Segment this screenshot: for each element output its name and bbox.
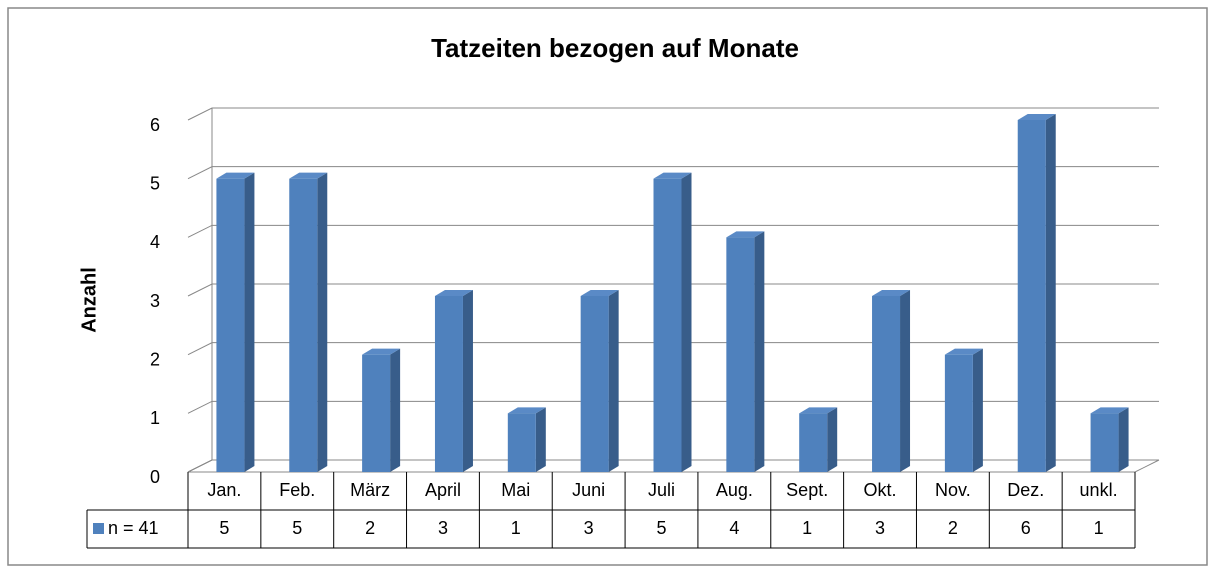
bar-face <box>434 296 463 472</box>
bar-face <box>462 290 473 472</box>
bar-face <box>972 348 983 472</box>
legend-key <box>93 523 104 534</box>
table-value: 5 <box>292 518 302 538</box>
bar-face <box>580 290 619 296</box>
grid-line <box>187 342 1159 356</box>
table-value: 3 <box>438 518 448 538</box>
y-axis-label: Anzahl <box>78 267 100 333</box>
bar-face <box>872 290 911 296</box>
bar <box>944 348 983 472</box>
y-tick-label: 3 <box>150 291 160 311</box>
bar-face <box>681 172 692 472</box>
bar-face <box>390 348 401 472</box>
y-tick-label: 0 <box>150 467 160 487</box>
y-tick-label: 6 <box>150 115 160 135</box>
bar <box>507 407 546 472</box>
bar <box>216 172 255 472</box>
bar-face <box>216 172 255 179</box>
grid-line <box>187 459 1159 473</box>
x-tick-label: April <box>425 480 461 500</box>
grid-line <box>187 166 1159 180</box>
table-value: 1 <box>1094 518 1104 538</box>
table-value: 1 <box>511 518 521 538</box>
bar <box>434 290 473 472</box>
table-value: 2 <box>365 518 375 538</box>
bar-face <box>1090 407 1129 414</box>
bar-face <box>289 178 318 472</box>
y-tick-label: 2 <box>150 349 160 369</box>
bar-face <box>944 348 983 355</box>
bar-face <box>1118 407 1129 472</box>
bar-face <box>362 348 401 355</box>
x-tick-label: Juli <box>648 480 675 500</box>
bar-face <box>507 413 536 472</box>
x-tick-label: Nov. <box>935 480 971 500</box>
bar-face <box>754 231 765 472</box>
x-tick-label: Mai <box>501 480 530 500</box>
grid-line <box>187 283 1159 297</box>
bar <box>580 290 619 472</box>
grid-line <box>187 224 1159 238</box>
x-tick-label: Feb. <box>279 480 315 500</box>
bar-face <box>900 290 911 472</box>
bar-face <box>535 407 546 472</box>
bar-face <box>726 237 755 472</box>
table-value: 6 <box>1021 518 1031 538</box>
x-tick-label: unkl. <box>1080 480 1118 500</box>
bar-face <box>580 296 609 472</box>
y-tick-label: 5 <box>150 173 160 193</box>
x-tick-label: Aug. <box>716 480 753 500</box>
bar <box>362 348 401 472</box>
bar-face <box>1090 413 1119 472</box>
grid-line <box>187 107 1159 121</box>
bar-face <box>872 296 901 472</box>
bar-face <box>726 231 765 238</box>
bar-face <box>608 290 619 472</box>
bar-face <box>507 407 546 414</box>
x-tick-label: Sept. <box>786 480 828 500</box>
table-value: 5 <box>219 518 229 538</box>
bar-face <box>799 413 828 472</box>
table-value: 3 <box>875 518 885 538</box>
legend-label: n = 41 <box>108 518 159 538</box>
bar <box>1017 114 1056 472</box>
table-value: 2 <box>948 518 958 538</box>
bar-face <box>362 354 391 472</box>
x-tick-label: Dez. <box>1007 480 1044 500</box>
bar-face <box>827 407 838 472</box>
grid-line <box>187 400 1159 414</box>
table-value: 5 <box>656 518 666 538</box>
bar-face <box>289 172 328 179</box>
table-value: 1 <box>802 518 812 538</box>
bar-face <box>434 290 473 296</box>
bar-face <box>653 172 692 179</box>
bar <box>653 172 692 472</box>
bar <box>872 290 911 472</box>
bar <box>799 407 838 472</box>
bar-face <box>799 407 838 414</box>
bar <box>726 231 765 472</box>
x-tick-label: Jan. <box>207 480 241 500</box>
bar-face <box>653 178 682 472</box>
bar-face <box>216 178 245 472</box>
bar-face <box>317 172 328 472</box>
bar-face <box>1017 114 1056 120</box>
bar-face <box>1017 120 1046 472</box>
x-tick-label: Okt. <box>864 480 897 500</box>
bar <box>289 172 328 472</box>
y-tick-label: 1 <box>150 408 160 428</box>
x-tick-label: Juni <box>572 480 605 500</box>
bar <box>1090 407 1129 472</box>
bar-face <box>1045 114 1056 472</box>
bar-face <box>944 354 973 472</box>
table-value: 4 <box>729 518 739 538</box>
y-tick-label: 4 <box>150 232 160 252</box>
x-tick-label: März <box>350 480 390 500</box>
bar-face <box>244 172 255 472</box>
table-value: 3 <box>584 518 594 538</box>
chart-title: Tatzeiten bezogen auf Monate <box>431 33 799 63</box>
